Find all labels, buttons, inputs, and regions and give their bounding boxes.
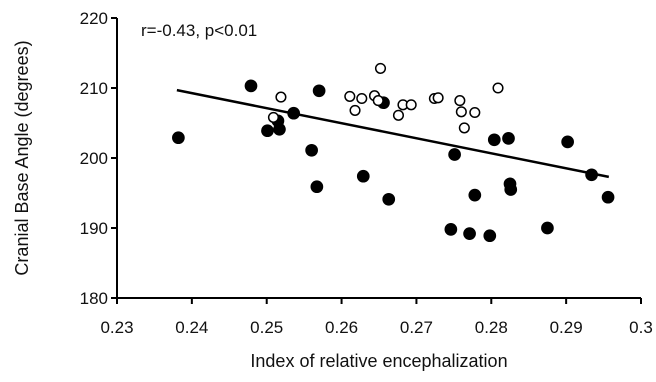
filled-data-point [382,192,396,206]
filled-data-point [287,106,301,120]
x-tick-label: 0.23 [100,318,133,337]
open-data-point [405,99,417,111]
correlation-annotation: r=-0.43, p<0.01 [141,21,257,40]
y-tick-label: 200 [80,149,108,168]
open-data-point [267,111,280,123]
trendline [176,88,610,179]
open-data-point [392,109,405,121]
open-data-point [454,95,466,107]
filled-data-point [585,168,598,182]
y-tick-label: 220 [80,9,108,28]
x-tick-label: 0.24 [175,318,208,337]
x-axis-title: Index of relative encephalization [250,351,507,371]
filled-data-point [448,148,461,161]
open-data-point [356,92,368,105]
filled-data-point [487,133,501,147]
filled-data-point [541,221,554,235]
filled-data-point [504,183,518,196]
data-points [172,62,615,243]
filled-data-point [305,143,318,157]
open-data-point [469,106,481,119]
filled-data-point [601,190,615,204]
y-tick-label: 180 [80,289,108,308]
x-tick-label: 0.28 [475,318,508,337]
open-data-point [458,122,470,134]
tick-labels: 0.23 0.24 0.25 0.26 0.27 0.28 0.29 0.3 180 190 200… [80,9,653,337]
filled-data-point [468,188,482,202]
y-tick-label: 190 [80,219,108,238]
x-tick-label: 0.25 [250,318,283,337]
filled-data-point [310,180,324,194]
x-tick-label: 0.29 [550,318,583,337]
filled-data-point [356,169,370,183]
open-data-point [349,104,361,116]
open-data-point [372,95,384,107]
x-tick-label: 0.26 [325,318,358,337]
open-data-point [374,62,387,74]
filled-data-point [483,229,497,243]
x-tick-label: 0.27 [400,318,433,337]
open-data-point [455,106,467,118]
filled-data-point [172,131,185,145]
open-data-point [432,92,444,104]
y-axis-title: Cranial Base Angle (degrees) [12,40,32,275]
filled-data-point [273,122,286,136]
filled-data-point [261,124,274,138]
filled-data-point [312,84,326,98]
filled-data-point [561,135,574,149]
open-data-point [492,82,504,94]
open-data-point [275,91,287,103]
filled-data-point [444,223,458,236]
axes [116,18,641,299]
filled-data-point [463,227,476,240]
filled-data-point [502,132,515,145]
x-tick-label: 0.3 [629,318,653,337]
open-data-point [344,90,356,102]
filled-data-point [244,79,258,93]
tick-marks [111,17,642,304]
y-tick-label: 210 [80,79,108,98]
